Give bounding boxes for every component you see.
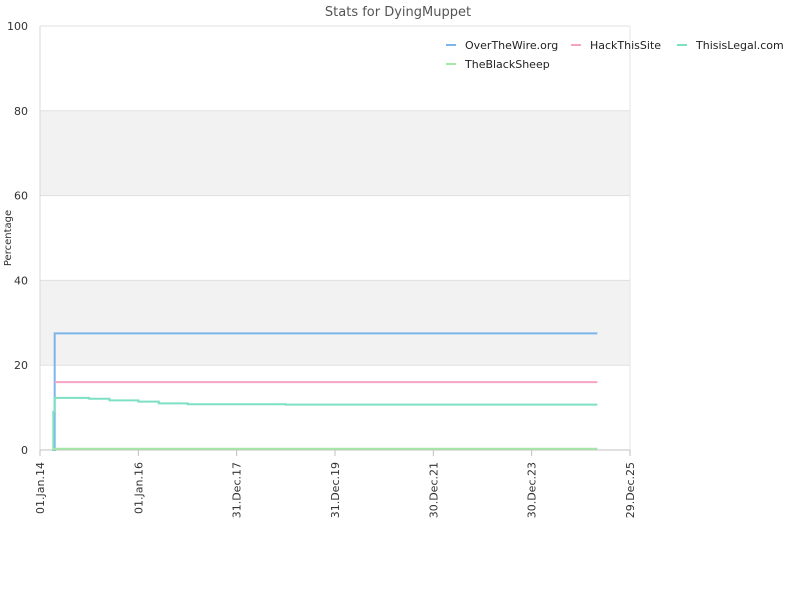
legend[interactable]: OverTheWire.org HackThisSite ThisisLegal.c… [446,39,784,71]
legend-item[interactable]: TheBlackSheep [446,58,550,71]
y-tick-labels: 0 20 40 60 80 100 [7,20,28,457]
y-tick-label: 80 [14,105,28,118]
y-tick-label: 0 [21,444,28,457]
legend-item[interactable]: HackThisSite [571,39,661,52]
y-axis-label: Percentage [3,210,14,266]
legend-label: OverTheWire.org [465,39,558,52]
y-tick-label: 100 [7,20,28,33]
x-tick-label: 30.Dec.21 [427,462,440,518]
chart-title: Stats for DyingMuppet [325,5,471,20]
plot-bands [40,110,630,366]
series-line-thisislegal-com [52,396,598,451]
x-tick-label: 29.Dec.25 [624,462,637,518]
legend-label: ThisisLegal.com [695,39,784,52]
legend-label: TheBlackSheep [464,58,550,71]
y-tick-label: 40 [14,274,28,287]
legend-item[interactable]: OverTheWire.org [446,39,558,52]
x-tick-label: 30.Dec.23 [526,462,539,518]
x-tick-label: 31.Dec.19 [329,462,342,518]
series-layer [52,332,598,451]
x-tick-labels: 01.Jan.14 01.Jan.16 31.Dec.17 31.Dec.19 30.D… [34,450,637,518]
gridlines [40,25,630,451]
y-tick-label: 60 [14,190,28,203]
legend-label: HackThisSite [590,39,661,52]
x-tick-label: 01.Jan.16 [132,462,145,514]
y-tick-label: 20 [14,359,28,372]
axes [39,26,631,451]
x-tick-label: 01.Jan.14 [34,462,47,514]
legend-item[interactable]: ThisisLegal.com [677,39,784,52]
plot-band-0 [40,280,630,366]
plot-band-1 [40,110,630,196]
x-tick-label: 31.Dec.17 [231,462,244,518]
